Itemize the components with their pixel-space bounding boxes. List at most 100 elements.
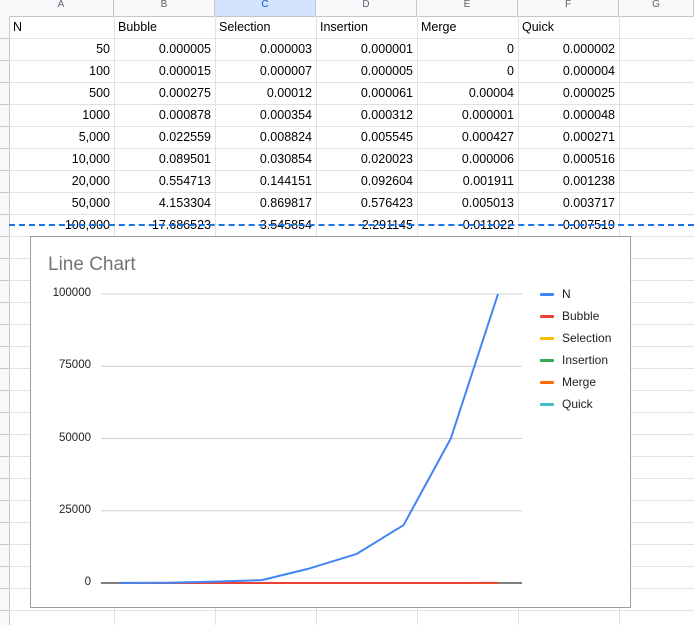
row-header-divider [0,236,9,237]
header-cell[interactable]: Bubble [118,20,157,34]
grid-row-line [9,104,694,105]
row-header-divider [0,302,9,303]
data-cell[interactable]: 0.000001 [360,42,413,56]
data-cell[interactable]: 0.000048 [562,108,615,122]
data-cell[interactable]: 0.869817 [259,196,312,210]
row-header-divider [0,500,9,501]
grid-row-line [9,60,694,61]
data-cell[interactable]: 0.554713 [158,174,211,188]
row-header-divider [0,566,9,567]
series-line-n[interactable] [119,293,499,584]
data-cell[interactable]: 0.000002 [562,42,615,56]
row-header-divider [0,544,9,545]
column-header-b[interactable]: B [114,0,215,16]
y-tick-label: 50000 [59,431,91,444]
data-cell[interactable]: 50 [96,42,110,56]
data-cell[interactable]: 0.000006 [461,152,514,166]
legend-label: N [562,287,571,301]
legend-swatch [540,293,554,296]
data-cell[interactable]: 0.005013 [461,196,514,210]
data-cell[interactable]: 0 [507,42,514,56]
data-cell[interactable]: 0.000005 [158,42,211,56]
page-break-line [9,224,694,226]
data-cell[interactable]: 0.000312 [360,108,413,122]
data-cell[interactable]: 0.008824 [259,130,312,144]
data-cell[interactable]: 0.089501 [158,152,211,166]
row-header-divider [0,588,9,589]
y-tick-label: 75000 [59,359,91,372]
y-tick-label: 25000 [59,503,91,516]
row-header-divider [0,104,9,105]
row-header-divider [0,324,9,325]
row-header-divider [0,478,9,479]
data-cell[interactable]: 0.000004 [562,64,615,78]
data-cell[interactable]: 0.000354 [259,108,312,122]
row-header-gutter [0,16,10,625]
data-cell[interactable]: 0.000015 [158,64,211,78]
data-cell[interactable]: 0.030854 [259,152,312,166]
chart-plot-area [101,293,522,584]
data-cell[interactable]: 0.000001 [461,108,514,122]
data-cell[interactable]: 0.000271 [562,130,615,144]
data-cell[interactable]: 100 [89,64,110,78]
data-cell[interactable]: 0.000275 [158,86,211,100]
line-chart[interactable]: Line Chart 100000 75000 50000 25000 0 N Bubbl… [30,236,631,608]
data-cell[interactable]: 0.022559 [158,130,211,144]
data-cell[interactable]: 0.000007 [259,64,312,78]
data-cell[interactable]: 5,000 [78,130,110,144]
data-cell[interactable]: 0.000025 [562,86,615,100]
data-cell[interactable]: 0.001911 [462,174,514,188]
legend-label: Quick [562,397,593,411]
header-cell[interactable]: Selection [219,20,271,34]
grid-row-line [9,82,694,83]
column-header-c[interactable]: C [215,0,316,16]
data-cell[interactable]: 0.001238 [562,174,615,188]
grid-row-line [9,192,694,193]
data-cell[interactable]: 0.020023 [360,152,413,166]
data-cell[interactable]: 0.000061 [360,86,413,100]
row-header-divider [0,390,9,391]
row-header-divider [0,214,9,215]
chart-title: Line Chart [48,254,136,275]
data-cell[interactable]: 0 [507,64,514,78]
data-cell[interactable]: 10,000 [71,152,110,166]
data-cell[interactable]: 0.005545 [360,130,413,144]
row-header-divider [0,192,9,193]
grid-row-line [9,148,694,149]
legend-swatch [540,359,554,362]
data-cell[interactable]: 0.000427 [461,130,514,144]
header-cell[interactable]: Insertion [320,20,368,34]
legend-swatch [540,403,554,406]
data-cell[interactable]: 0.000005 [360,64,413,78]
column-header-a[interactable]: A [9,0,114,16]
data-cell[interactable]: 1000 [82,108,110,122]
data-cell[interactable]: 50,000 [71,196,110,210]
data-cell[interactable]: 0.576423 [360,196,413,210]
data-cell[interactable]: 0.00012 [266,86,312,100]
row-header-divider [0,456,9,457]
header-cell[interactable]: Merge [421,20,457,34]
column-header-f[interactable]: F [518,0,619,16]
data-cell[interactable]: 0.000516 [562,152,615,166]
row-header-divider [0,434,9,435]
y-tick-label: 0 [84,576,91,588]
data-cell[interactable]: 0.092604 [360,174,413,188]
column-header-g[interactable]: G [619,0,694,16]
row-header-divider [0,38,9,39]
y-tick-label: 100000 [52,287,91,299]
data-cell[interactable]: 0.003717 [562,196,615,210]
data-cell[interactable]: 20,000 [71,174,110,188]
data-cell[interactable]: 0.000878 [158,108,211,122]
column-header-e[interactable]: E [417,0,518,16]
data-cell[interactable]: 500 [89,86,110,100]
data-cell[interactable]: 4.153304 [158,196,211,210]
data-cell[interactable]: 0.00004 [468,86,514,100]
column-header-d[interactable]: D [316,0,417,16]
row-header-divider [0,522,9,523]
data-cell[interactable]: 0.144151 [259,174,312,188]
data-cell[interactable]: 0.000003 [259,42,312,56]
header-cell[interactable]: N [13,20,23,34]
header-cell[interactable]: Quick [522,20,554,34]
